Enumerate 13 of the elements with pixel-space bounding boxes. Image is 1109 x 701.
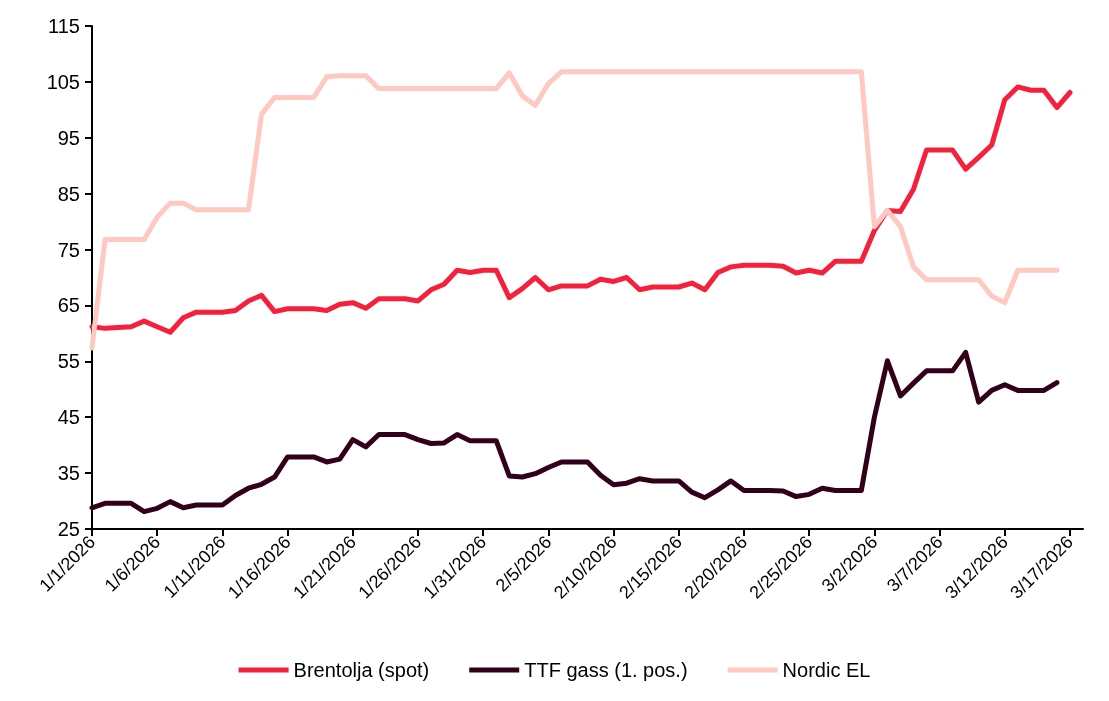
- y-tick-label: 35: [57, 462, 80, 485]
- y-tick-label: 75: [57, 238, 80, 261]
- y-tick-label: 95: [57, 126, 80, 149]
- legend-label: TTF gass (1. pos.): [524, 659, 688, 681]
- y-tick-label: 45: [57, 406, 80, 429]
- legend-label: Brentolja (spot): [293, 659, 430, 681]
- y-tick-label: 65: [57, 294, 80, 317]
- y-tick-label: 115: [48, 15, 80, 37]
- y-tick-label: 55: [57, 350, 80, 373]
- y-tick-label: 105: [46, 70, 80, 93]
- y-tick-label: 25: [57, 518, 80, 540]
- legend-label: Nordic EL: [782, 659, 871, 681]
- y-tick-label: 85: [57, 182, 80, 205]
